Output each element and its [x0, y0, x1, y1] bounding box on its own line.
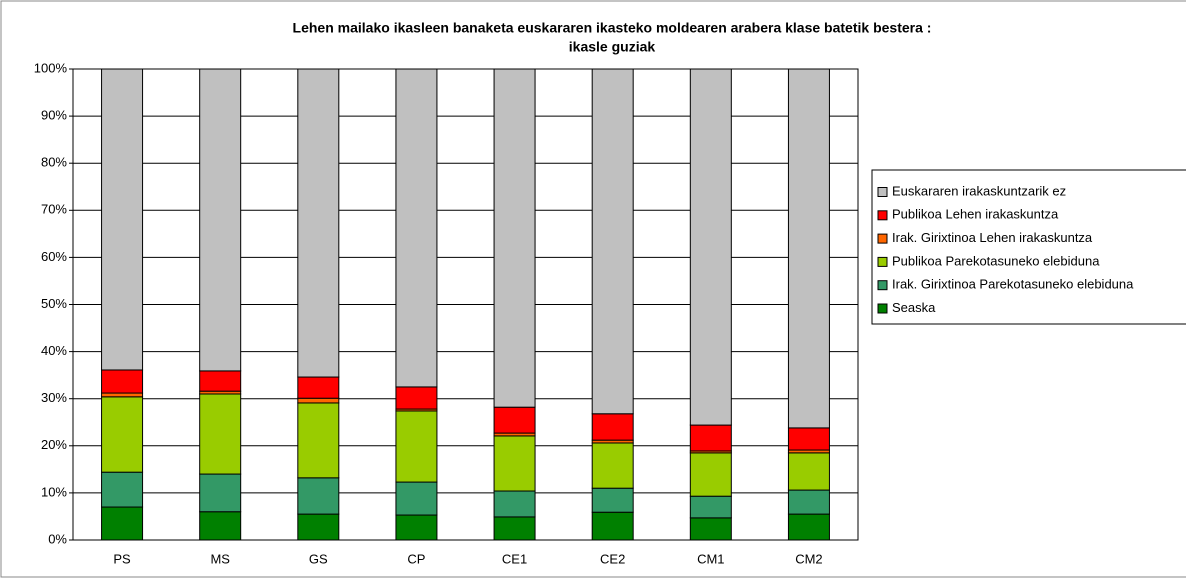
legend-swatch: [877, 187, 888, 197]
bar-segment: [689, 452, 732, 497]
y-tick-label: 30%: [41, 390, 67, 405]
bar-segment: [787, 68, 830, 429]
x-tick-label: MS: [210, 551, 230, 566]
bar-segment: [493, 406, 536, 434]
legend-label: Irak. Girixtinoa Lehen irakaskuntza: [892, 230, 1093, 245]
bar-segment: [297, 513, 340, 541]
legend-label: Publikoa Parekotasuneko elebiduna: [892, 253, 1100, 268]
bar-segment: [591, 68, 634, 415]
legend-swatch: [877, 256, 888, 267]
bar-segment: [199, 370, 242, 392]
bar-segment: [395, 410, 438, 483]
legend-swatch: [877, 233, 888, 244]
x-tick-label: CE1: [502, 551, 527, 566]
chart-title: ikasle guziak: [569, 39, 656, 55]
y-tick-label: 40%: [41, 343, 67, 358]
x-tick-label: CE2: [600, 551, 625, 566]
bar-segment: [591, 442, 634, 489]
bar-segment: [395, 386, 438, 410]
bar-segment: [199, 511, 242, 541]
bar-segment: [493, 68, 536, 408]
bar-segment: [591, 487, 634, 513]
bar-segment: [493, 490, 536, 518]
bar-segment: [101, 392, 144, 398]
x-tick-label: GS: [309, 551, 328, 566]
y-tick-label: 60%: [41, 249, 67, 264]
bar-segment: [101, 68, 144, 371]
bar-segment: [101, 396, 144, 473]
chart-title: Lehen mailako ikasleen banaketa euskarar…: [293, 20, 932, 36]
bar-segment: [199, 393, 242, 475]
bar-segment: [689, 68, 732, 426]
bar-segment: [101, 471, 144, 508]
bar-segment: [591, 511, 634, 541]
bar-segment: [395, 514, 438, 541]
x-tick-label: CM1: [697, 551, 724, 566]
y-tick-label: 50%: [41, 296, 67, 311]
bar-segment: [199, 473, 242, 513]
bar-segment: [199, 68, 242, 372]
y-tick-label: 0%: [48, 531, 67, 546]
bar-segment: [493, 516, 536, 541]
bar-segment: [689, 495, 732, 519]
legend-label: Irak. Girixtinoa Parekotasuneko elebidun…: [892, 277, 1134, 292]
x-tick-label: CM2: [795, 551, 822, 566]
legend-swatch: [877, 210, 888, 221]
bar-segment: [395, 481, 438, 516]
legend-box: [871, 169, 1186, 325]
bar-segment: [787, 427, 830, 451]
legend-label: Euskararen irakaskuntzarik ez: [892, 183, 1066, 198]
bar-segment: [297, 402, 340, 479]
legend-swatch: [877, 303, 888, 314]
bar-segment: [101, 506, 144, 541]
y-tick-label: 70%: [41, 202, 67, 217]
bar-segment: [787, 452, 830, 491]
bar-segment: [787, 513, 830, 541]
bar-segment: [297, 68, 340, 378]
bar-segment: [297, 477, 340, 515]
bar-segment: [395, 68, 438, 388]
bar-segment: [689, 517, 732, 541]
bar-segment: [493, 435, 536, 492]
y-tick-label: 20%: [41, 437, 67, 452]
legend-swatch: [877, 280, 888, 291]
x-tick-label: PS: [113, 551, 131, 566]
legend-label: Publikoa Lehen irakaskuntza: [892, 207, 1059, 222]
y-tick-label: 90%: [41, 108, 67, 123]
bar-segment: [591, 413, 634, 441]
bar-segment: [297, 376, 340, 399]
bar-segment: [689, 424, 732, 452]
y-tick-label: 10%: [41, 484, 67, 499]
y-tick-label: 100%: [34, 60, 68, 75]
bar-segment: [297, 397, 340, 404]
x-tick-label: CP: [407, 551, 425, 566]
bar-segment: [787, 489, 830, 515]
legend-label: Seaska: [892, 300, 936, 315]
y-tick-label: 80%: [41, 155, 67, 170]
bar-segment: [101, 369, 144, 394]
